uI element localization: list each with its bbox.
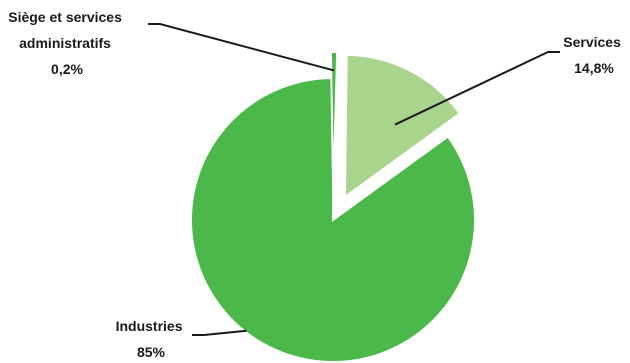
slice-value-siege: 0,2% [51, 61, 83, 77]
slice-value-industries: 85% [137, 344, 166, 360]
pie-slices [190, 51, 476, 363]
leader-line-industries [192, 329, 247, 336]
slice-label-siege-line2: administratifs [19, 35, 111, 51]
slice-label-siege-line1: Siège et services [8, 9, 122, 25]
leader-line-siege [148, 23, 335, 72]
slice-siege [329, 51, 339, 195]
slice-label-siege: Siège et services administratifs 0,2% [8, 9, 126, 77]
slice-label-services-name: Services [563, 34, 621, 50]
slice-label-industries: Industries 85% [116, 318, 187, 360]
slice-services [343, 53, 462, 199]
slice-industries [190, 76, 476, 363]
slice-label-services: Services 14,8% [563, 34, 625, 76]
leader-line-services [394, 51, 560, 126]
leader-lines [148, 23, 560, 336]
slice-label-industries-name: Industries [116, 318, 183, 334]
slice-value-services: 14,8% [574, 60, 614, 76]
